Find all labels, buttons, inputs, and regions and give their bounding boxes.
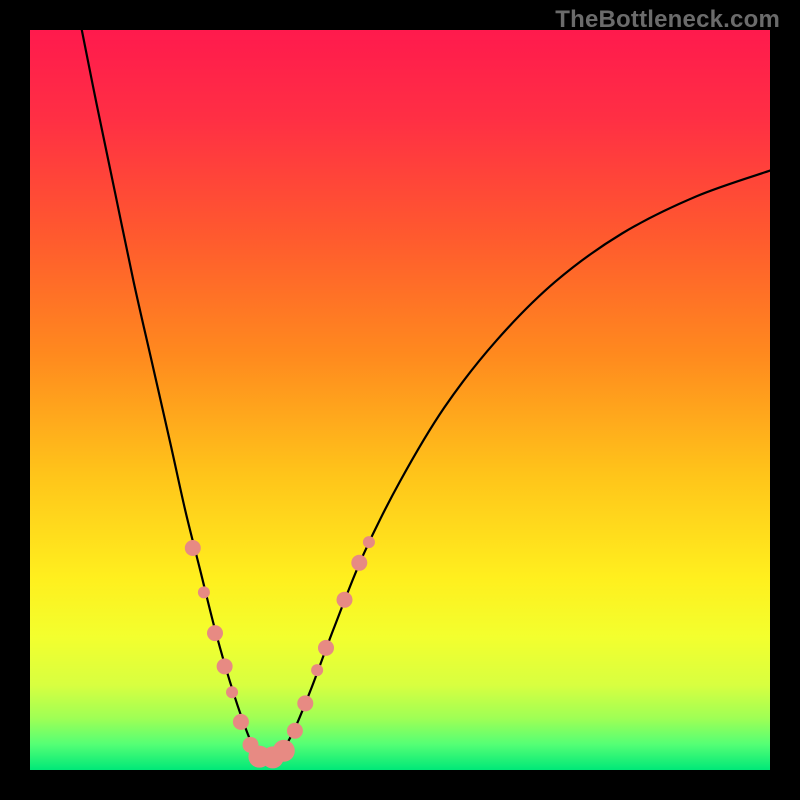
chart-svg [30, 30, 770, 770]
data-marker [273, 740, 295, 762]
data-marker [207, 625, 223, 641]
data-marker [233, 714, 249, 730]
data-marker [311, 664, 323, 676]
data-marker [363, 536, 375, 548]
data-marker [287, 723, 303, 739]
data-marker [337, 592, 353, 608]
data-marker [198, 586, 210, 598]
chart-plot-area [30, 30, 770, 770]
data-marker [226, 686, 238, 698]
data-marker [185, 540, 201, 556]
data-marker [318, 640, 334, 656]
gradient-background [30, 30, 770, 770]
data-marker [297, 695, 313, 711]
data-marker [351, 555, 367, 571]
data-marker [217, 658, 233, 674]
